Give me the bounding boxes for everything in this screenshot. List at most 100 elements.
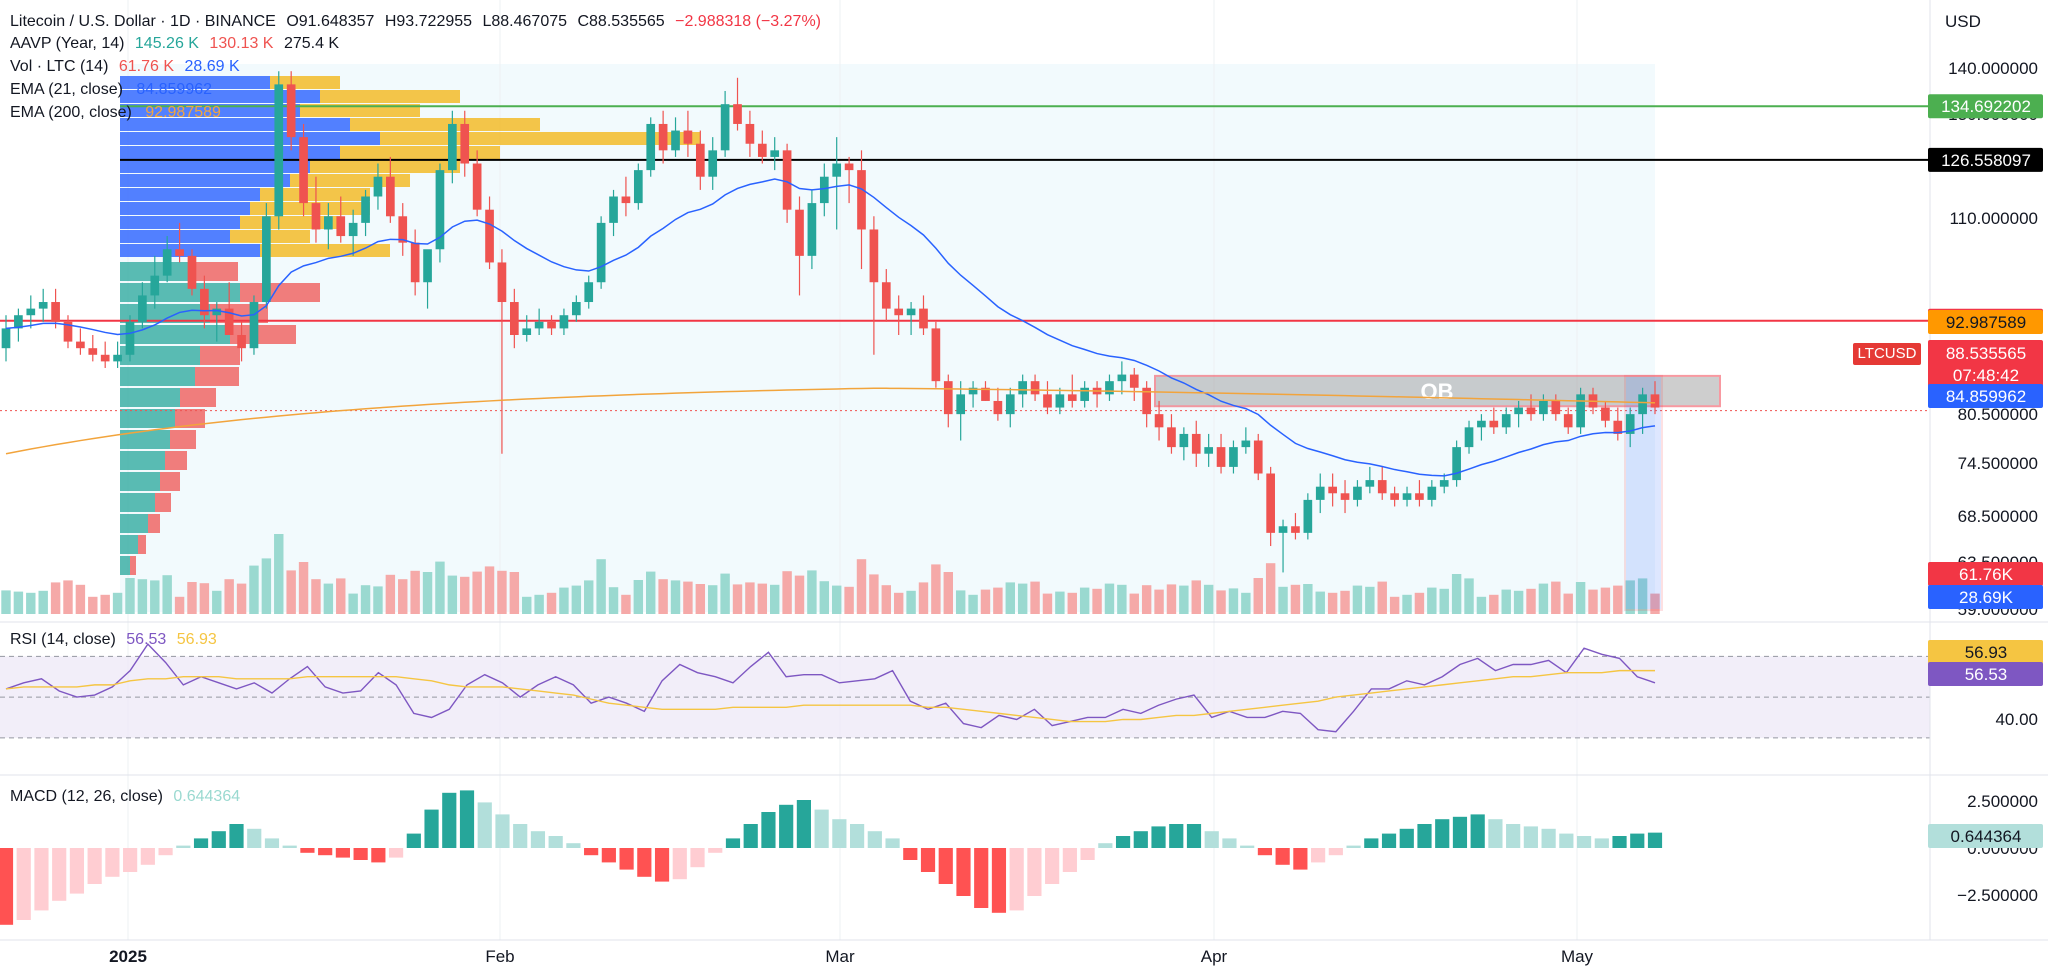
candle-body [844,163,854,171]
candle-body [795,209,804,256]
legend-rsi[interactable]: RSI (14, close) 56.53 56.93 [10,629,223,651]
candle-body [249,302,259,349]
macd-histogram-bar [1364,838,1379,848]
candle-body [398,216,408,243]
macd-histogram-bar [1151,826,1166,848]
volume-bar [807,570,817,614]
rsi-pane[interactable] [0,621,2048,776]
volume-bar [1625,580,1635,614]
candle-body [1340,493,1350,500]
candle-body [1638,394,1647,415]
volume-bar [782,571,792,614]
vp-up-bar [120,451,165,470]
volume-bar [1427,587,1437,614]
volume-bar [708,585,718,614]
volume-bar [1005,582,1015,614]
volume-bar [249,565,259,614]
candle-body [14,315,23,329]
macd-histogram-bar [796,800,811,848]
candle-body [919,308,928,329]
macd-histogram-bar [1257,848,1273,856]
legend-aavp[interactable]: AAVP (Year, 14) 145.26 K 130.13 K 275.4 … [10,33,345,55]
label-ema200: 92.987589 [1946,313,2026,332]
volume-bar [174,596,185,614]
vp-down-bar [155,493,171,512]
volume-bar [484,566,495,614]
volume-bar [1216,590,1226,614]
candle-body [683,130,693,144]
vp-up-bar [120,472,160,491]
macd-histogram-bar [672,848,687,880]
macd-histogram-bar [1452,816,1468,848]
macd-histogram-bar [1399,828,1414,848]
candle-body [1167,427,1176,448]
volume-bar [336,578,346,614]
time-axis[interactable]: 2025 Feb Mar Apr May [109,947,1593,966]
candle-body [299,137,308,204]
macd-histogram-bar [247,828,262,848]
candle-body [1129,374,1139,388]
candle-body [1278,526,1288,533]
vp-up-bar [120,367,195,386]
macd-histogram-bar [708,848,723,853]
macd-histogram-bar [867,831,882,848]
candle-body [88,348,98,355]
ema200-line [5,387,1656,455]
candle-body [807,203,817,256]
volume-bar [212,590,222,614]
volume-bar [534,594,544,614]
vp-down-bar [195,367,239,386]
price-axis[interactable]: 140.000000130.000000120.000000110.000000… [0,0,2048,941]
candle-body [509,302,519,335]
candle-body [1253,440,1263,474]
volume-bar [1637,578,1648,614]
candle-body [1526,407,1536,415]
volume-bar [187,582,197,614]
ema21-line [5,178,1656,477]
legend-ema200[interactable]: EMA (200, close) 92.987589 [10,102,230,124]
volume-bar [150,580,160,614]
legend-volume[interactable]: Vol · LTC (14) 61.76 K 28.69 K [10,56,246,78]
candle-body [584,282,594,303]
legend-ema21[interactable]: EMA (21, close) 84.859962 [10,79,221,101]
macd-pane[interactable] [0,790,1663,925]
candle-body [460,123,470,164]
volume-bar [1042,593,1053,614]
close-value: C88.535565 [577,13,665,30]
macd-histogram-bar [654,848,670,882]
label-volume-bg [1928,562,2043,586]
candle-body [559,315,569,329]
volume-bar [1141,585,1152,614]
volume-bar [1501,589,1511,614]
candle-body [125,321,135,355]
macd-histogram-bar [601,848,616,863]
candle-body [1464,427,1474,448]
candle-body [720,104,730,151]
aavp-value-3: 275.4 K [283,35,340,52]
volume-bar [1315,591,1325,614]
volume-bar [1526,588,1536,614]
price-tick: 110.000000 [1949,209,2038,228]
volume-bar [571,585,582,614]
candle-body [175,249,184,256]
macd-histogram-bar [1133,831,1148,848]
legend-macd[interactable]: MACD (12, 26, close) 0.644364 [10,786,246,808]
volume-bar [732,584,743,614]
macd-histogram-bar [920,848,936,872]
volume-bar [75,584,86,614]
macd-histogram-bar [1275,848,1290,865]
volume-bar [88,596,98,614]
vp-yellow-bar [380,132,700,145]
currency-selector[interactable]: USD [1945,12,1981,31]
candle-body [212,308,222,316]
label-black-level: 126.558097 [1941,151,2031,170]
volume-bar [410,570,420,614]
symbol-title[interactable]: Litecoin / U.S. Dollar · 1D · BINANCE [10,13,276,30]
volume-bar [695,584,706,614]
macd-histogram-bar [406,833,421,848]
vp-blue-bar [120,174,290,187]
volume-bar [844,586,854,614]
candle-body [224,308,234,335]
ema200-value: 92.987589 [145,104,221,121]
